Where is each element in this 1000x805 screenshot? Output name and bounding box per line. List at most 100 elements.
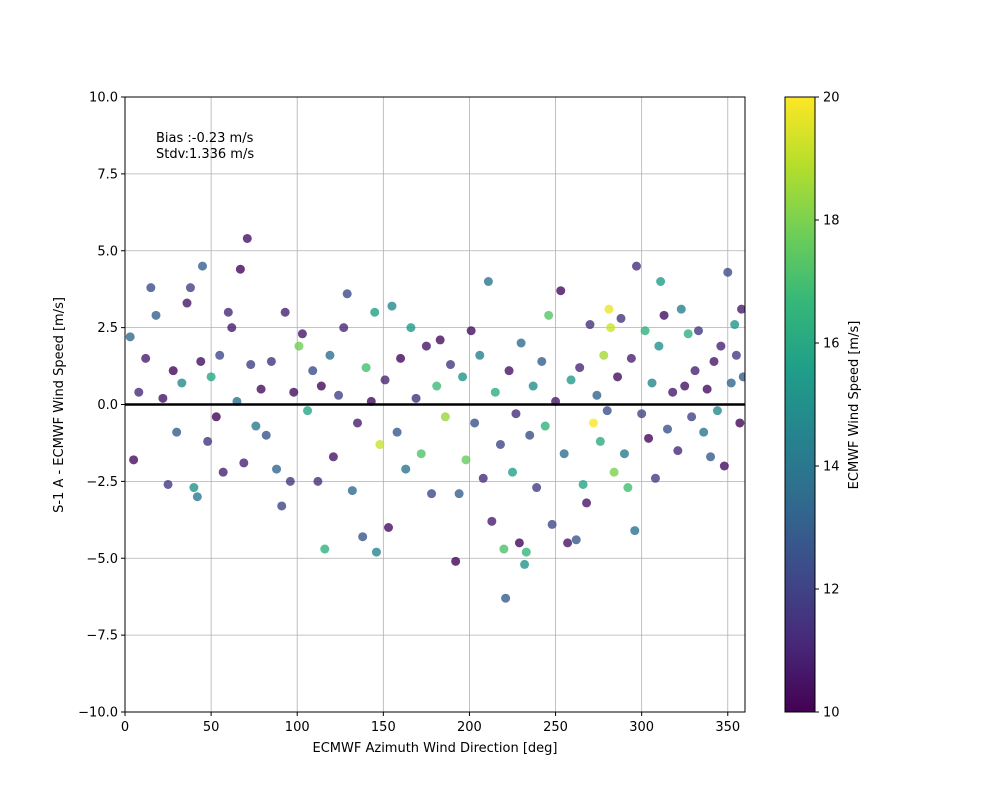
data-point — [626, 353, 636, 363]
data-point — [520, 559, 530, 569]
data-point — [521, 547, 531, 557]
data-point — [706, 452, 716, 462]
data-point — [218, 467, 228, 477]
data-point — [604, 304, 614, 314]
data-point — [540, 421, 550, 431]
data-point — [630, 526, 640, 536]
data-point — [206, 372, 216, 382]
data-point — [215, 350, 225, 360]
data-point — [647, 378, 657, 388]
data-point — [177, 378, 187, 388]
data-point — [239, 458, 249, 468]
data-point — [609, 467, 619, 477]
data-point — [432, 381, 442, 391]
data-point — [141, 353, 151, 363]
data-point — [723, 267, 733, 277]
data-point — [334, 390, 344, 400]
colorbar-ticks: 10 12 14 16 18 20 — [815, 91, 840, 721]
data-point — [182, 298, 192, 308]
data-point — [637, 409, 647, 419]
colorbar-tick-label: 10 — [823, 706, 840, 721]
data-point — [632, 261, 641, 271]
y-tick-label: −10.0 — [78, 706, 118, 721]
data-point — [272, 464, 282, 474]
y-tick-label: 10.0 — [89, 91, 118, 106]
data-point — [192, 492, 202, 502]
colorbar-tick-label: 16 — [823, 337, 840, 352]
data-point — [277, 501, 287, 511]
data-point — [211, 412, 221, 422]
data-point — [411, 393, 421, 403]
bias-annotation: Bias :-0.23 m/s — [156, 131, 254, 146]
data-point — [185, 283, 195, 293]
data-point — [656, 277, 666, 286]
data-point — [235, 264, 245, 274]
data-point — [461, 455, 471, 465]
data-point — [203, 436, 213, 446]
data-point — [588, 418, 598, 428]
data-point — [495, 439, 505, 449]
data-point — [361, 363, 371, 373]
y-tick-label: −7.5 — [86, 629, 118, 644]
x-axis-label: ECMWF Azimuth Wind Direction [deg] — [313, 741, 558, 756]
data-point — [466, 326, 476, 336]
data-point — [504, 366, 514, 376]
data-point — [440, 412, 450, 422]
data-point — [683, 329, 693, 339]
data-point — [582, 498, 592, 508]
data-point — [592, 390, 602, 400]
data-point — [585, 320, 595, 330]
data-point — [499, 544, 509, 554]
data-point — [563, 538, 573, 548]
data-point — [556, 286, 566, 296]
data-point — [644, 433, 654, 443]
data-point — [246, 360, 256, 370]
data-point — [384, 523, 393, 532]
data-point — [168, 366, 178, 376]
data-point — [501, 593, 511, 603]
colorbar-tick-label: 12 — [823, 583, 840, 598]
data-points — [125, 233, 745, 603]
data-point — [687, 412, 697, 422]
x-tick-label: 100 — [285, 720, 310, 735]
y-tick-label: −5.0 — [86, 552, 118, 567]
data-point — [446, 360, 455, 370]
data-point — [616, 313, 626, 323]
data-point — [709, 356, 719, 366]
data-point — [380, 375, 390, 385]
data-point — [599, 350, 609, 360]
data-point — [125, 332, 135, 342]
data-point — [613, 372, 623, 382]
data-point — [511, 409, 521, 419]
y-axis-ticks: −10.0 −7.5 −5.0 −2.5 0.0 2.5 5.0 7.5 10.0 — [78, 91, 125, 721]
data-point — [392, 427, 402, 437]
data-point — [285, 476, 295, 486]
data-point — [313, 476, 323, 486]
data-point — [339, 323, 349, 333]
data-point — [196, 356, 206, 366]
y-tick-label: 2.5 — [97, 321, 118, 336]
data-point — [401, 464, 411, 474]
data-point — [659, 310, 669, 320]
data-point — [406, 323, 416, 333]
y-tick-label: 7.5 — [97, 167, 118, 182]
data-point — [458, 372, 468, 382]
data-point — [483, 277, 493, 286]
data-point — [595, 436, 605, 446]
data-point — [544, 310, 554, 320]
data-point — [261, 430, 271, 440]
data-point — [358, 532, 368, 542]
data-point — [320, 544, 330, 554]
data-point — [416, 449, 426, 459]
data-point — [735, 418, 745, 428]
data-point — [347, 486, 357, 496]
x-tick-label: 50 — [203, 720, 220, 735]
data-point — [490, 387, 500, 397]
data-point — [470, 418, 480, 428]
data-point — [623, 483, 633, 493]
data-point — [525, 430, 535, 440]
data-point — [256, 384, 266, 394]
data-point — [289, 387, 299, 397]
data-point — [387, 301, 397, 311]
data-point — [375, 439, 385, 449]
